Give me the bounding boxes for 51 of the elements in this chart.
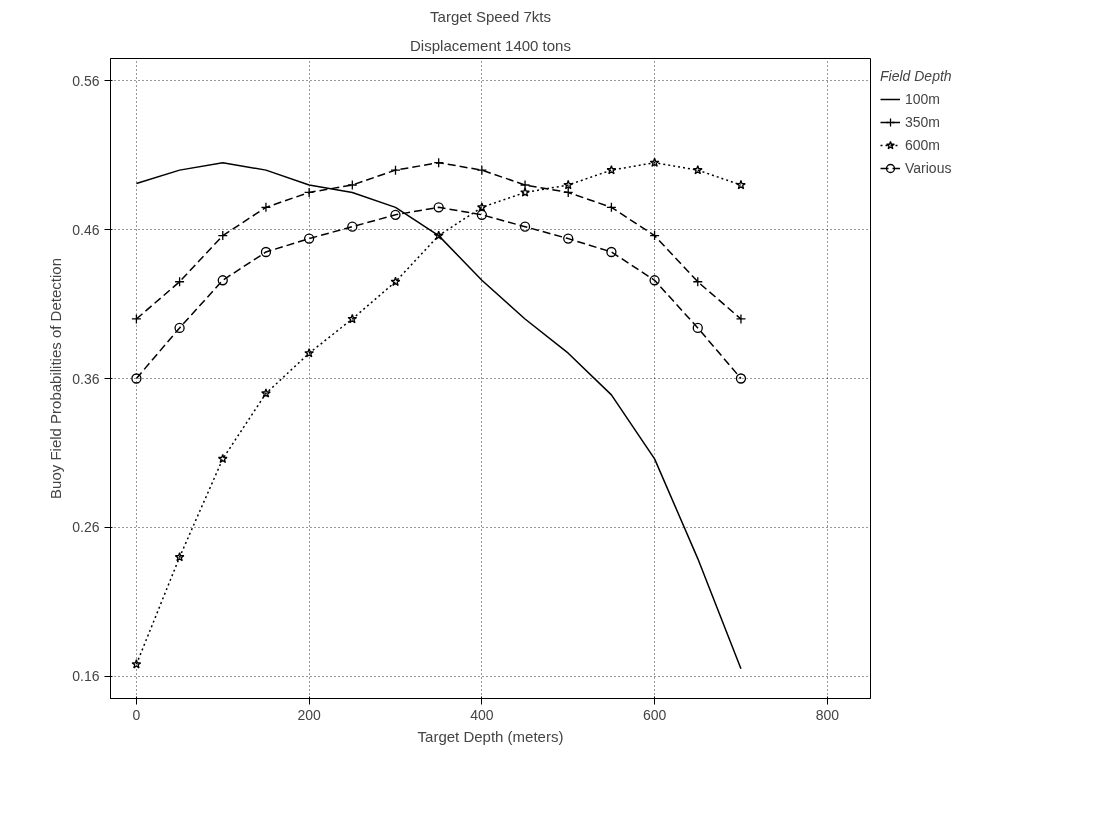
legend-label: 100m <box>905 91 941 107</box>
chart-subtitle: Displacement 1400 tons <box>410 36 571 54</box>
point <box>433 202 444 213</box>
point <box>174 322 185 334</box>
x-axis-title: Target Depth (meters) <box>417 727 564 745</box>
point <box>649 157 660 167</box>
point <box>519 221 531 232</box>
point <box>174 551 185 562</box>
legend-label: 600m <box>905 137 941 153</box>
x-tick-label: 800 <box>815 706 840 723</box>
point <box>217 275 228 286</box>
point <box>131 373 142 384</box>
point <box>563 179 574 190</box>
y-tick-label: 0.46 <box>72 221 100 238</box>
point <box>520 187 530 197</box>
y-tick-label: 0.36 <box>72 370 100 387</box>
point <box>390 164 401 176</box>
point <box>692 164 703 175</box>
point <box>736 179 746 190</box>
chart-title: Target Speed 7kts <box>430 7 551 25</box>
x-tick-label: 600 <box>642 706 667 723</box>
point <box>476 209 488 220</box>
point <box>433 230 444 240</box>
point <box>217 453 228 464</box>
point <box>304 348 315 358</box>
point <box>390 276 401 287</box>
x-tick-label: 200 <box>297 706 322 723</box>
legend-label: 350m <box>905 114 941 130</box>
point <box>131 659 142 669</box>
y-tick-label: 0.16 <box>72 668 100 685</box>
point <box>606 246 617 258</box>
point <box>563 233 574 244</box>
point <box>390 209 401 220</box>
y-tick-label: 0.56 <box>72 72 100 89</box>
y-tick-label: 0.26 <box>72 519 100 536</box>
y-axis-title: Buoy Field Probabilities of Detection <box>47 258 65 499</box>
x-tick-label: 0 <box>132 706 141 723</box>
point <box>303 233 315 244</box>
point <box>606 164 617 175</box>
point <box>735 373 747 384</box>
point <box>476 202 487 212</box>
point <box>347 221 358 232</box>
point <box>261 388 271 398</box>
legend-label: Various <box>905 160 952 176</box>
x-tick-label: 400 <box>470 706 494 723</box>
point <box>692 322 703 334</box>
point <box>347 313 358 324</box>
point <box>649 275 660 286</box>
legend-title: Field Depth <box>880 68 952 84</box>
point <box>131 313 142 325</box>
point <box>260 246 272 258</box>
